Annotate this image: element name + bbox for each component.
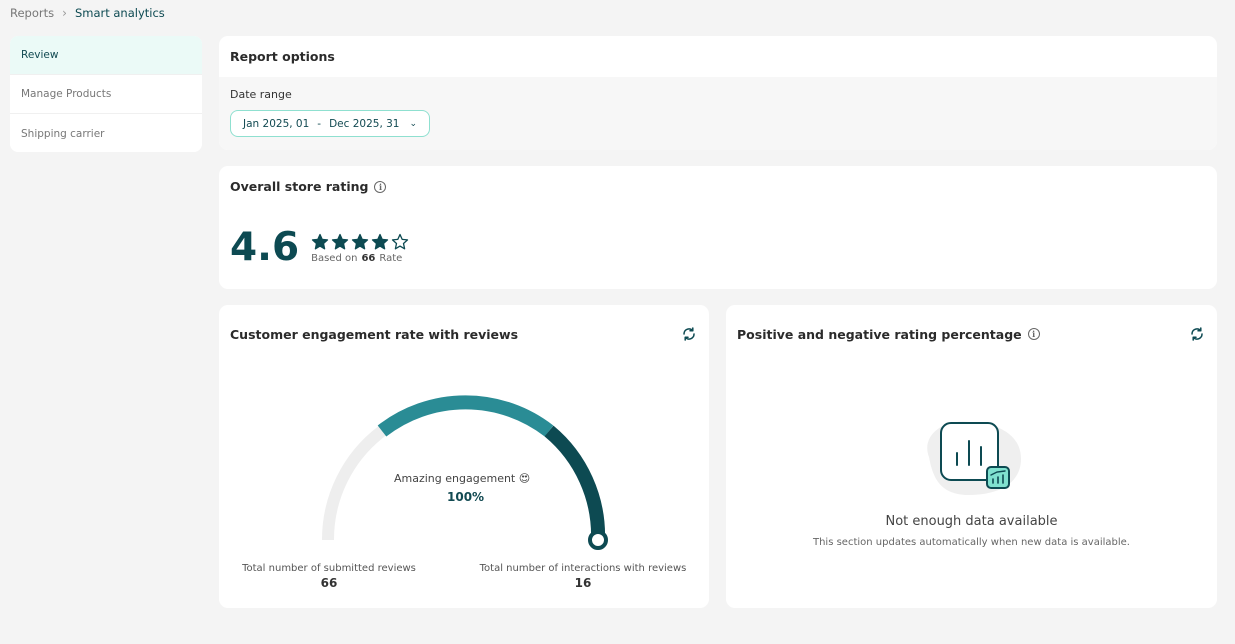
engagement-gauge [321,395,608,550]
star-empty-icon [391,233,409,250]
sidebar-item-label: Manage Products [21,88,112,100]
sidebar-item-shipping-carrier[interactable]: Shipping carrier [10,114,202,152]
interactions-stat: Total number of interactions with review… [475,563,691,590]
engagement-percent: 100% [447,490,485,504]
sidebar-item-manage-products[interactable]: Manage Products [10,75,202,114]
date-end: Dec 2025, 31 [329,117,400,130]
gauge-arc-mid [377,395,554,437]
refresh-icon[interactable] [680,325,698,343]
submitted-reviews-stat: Total number of submitted reviews 66 [235,563,423,590]
overall-rating-title: Overall store rating [230,179,369,194]
empty-state-subtitle: This section updates automatically when … [812,537,1130,548]
sidebar: Review Manage Products Shipping carrier [10,36,202,152]
submitted-reviews-label: Total number of submitted reviews [242,563,416,574]
star-rating [311,233,409,251]
sidebar-item-review[interactable]: Review [10,36,202,75]
empty-state-title: Not enough data available [885,514,1058,529]
positive-negative-title: Positive and negative rating percentage [737,326,1022,342]
empty-chart-icon [927,421,1021,495]
overall-rating-card: Overall store rating i 4.6 Based on 66 Rat… [219,166,1217,289]
engagement-status: Amazing engagement 😍 [394,472,531,485]
info-icon[interactable]: i [374,180,387,193]
sidebar-item-label: Review [21,49,59,61]
star-filled-icon [331,233,349,250]
engagement-card: Customer engagement rate with reviews Am… [219,305,709,608]
interactions-label: Total number of interactions with review… [479,563,687,574]
chevron-right-icon: › [62,6,67,20]
date-start: Jan 2025, 01 [243,117,310,130]
engagement-title: Customer engagement rate with reviews [230,326,519,342]
breadcrumb-reports-link[interactable]: Reports [10,6,55,20]
rating-value: 4.6 [230,225,300,270]
info-icon[interactable]: i [1027,328,1040,340]
sidebar-item-label: Shipping carrier [21,127,105,140]
breadcrumb-current: Smart analytics [74,6,165,20]
interactions-value: 16 [574,576,592,590]
gauge-indicator [588,530,608,550]
star-filled-icon [351,233,369,250]
breadcrumb: Reports › Smart analytics [10,6,165,20]
based-suffix: Rate [379,253,403,264]
based-prefix: Based on [311,253,358,264]
gauge-track [321,426,386,541]
date-range-label: Date range [230,88,292,101]
chevron-down-icon: ⌄ [409,118,418,129]
based-on-text: Based on 66 Rate [311,253,409,264]
refresh-icon[interactable] [1188,325,1206,343]
star-filled-icon [311,233,329,250]
report-options-title: Report options [230,49,335,64]
date-separator: - [317,117,322,130]
based-count: 66 [361,253,376,264]
star-filled-icon [371,233,389,250]
date-range-picker[interactable]: Jan 2025, 01 - Dec 2025, 31 ⌄ [230,110,431,137]
gauge-arc-end [544,425,606,541]
positive-negative-card: Positive and negative rating percentage … [726,305,1217,608]
report-options-card: Report options Date range Jan 2025, 01 -… [219,36,1217,150]
submitted-reviews-value: 66 [320,576,338,590]
